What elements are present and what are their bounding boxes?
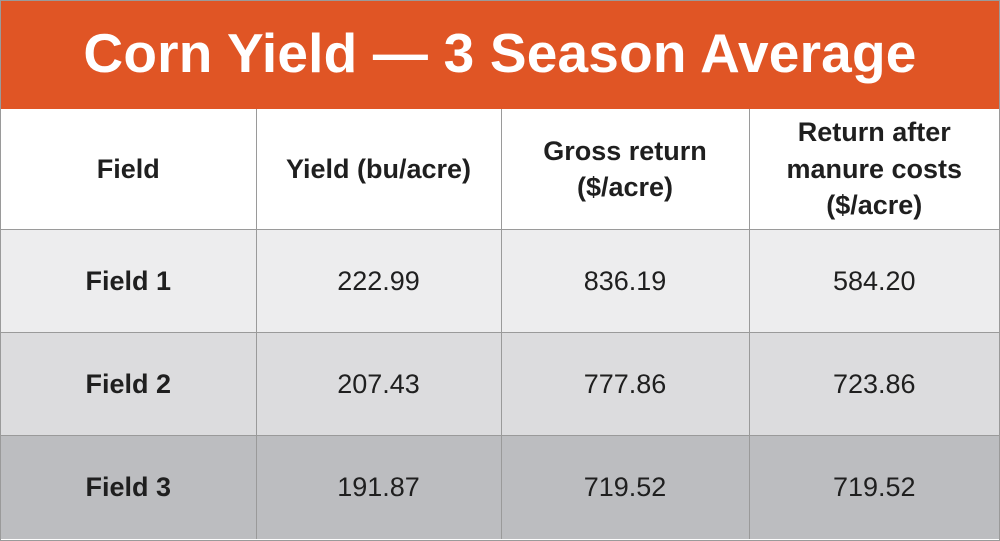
cell-field: Field 3 [1, 435, 257, 539]
column-header-gross-return: Gross return ($/acre) [500, 109, 750, 230]
cell-gross-return: 777.86 [500, 332, 750, 436]
cell-net-return: 723.86 [748, 332, 999, 436]
cell-gross-return: 836.19 [500, 229, 750, 333]
cell-yield: 207.43 [255, 332, 502, 436]
cell-net-return: 584.20 [748, 229, 999, 333]
column-header-return-after-manure: Return after manure costs ($/acre) [748, 109, 999, 230]
table-row: Field 3 191.87 719.52 719.52 [1, 435, 999, 539]
cell-gross-return: 719.52 [500, 435, 750, 539]
cell-yield: 222.99 [255, 229, 502, 333]
cell-field: Field 2 [1, 332, 257, 436]
chart-title: Corn Yield — 3 Season Average [83, 21, 917, 84]
table-row: Field 2 207.43 777.86 723.86 [1, 332, 999, 436]
cell-field: Field 1 [1, 229, 257, 333]
column-header-yield: Yield (bu/acre) [255, 109, 502, 230]
column-header-field: Field [1, 109, 257, 230]
header-row: Field Yield (bu/acre) Gross return ($/ac… [1, 109, 999, 230]
data-table: Field Yield (bu/acre) Gross return ($/ac… [1, 109, 999, 539]
cell-yield: 191.87 [255, 435, 502, 539]
table-row: Field 1 222.99 836.19 584.20 [1, 229, 999, 333]
cell-net-return: 719.52 [748, 435, 999, 539]
title-bar: Corn Yield — 3 Season Average [1, 1, 999, 109]
